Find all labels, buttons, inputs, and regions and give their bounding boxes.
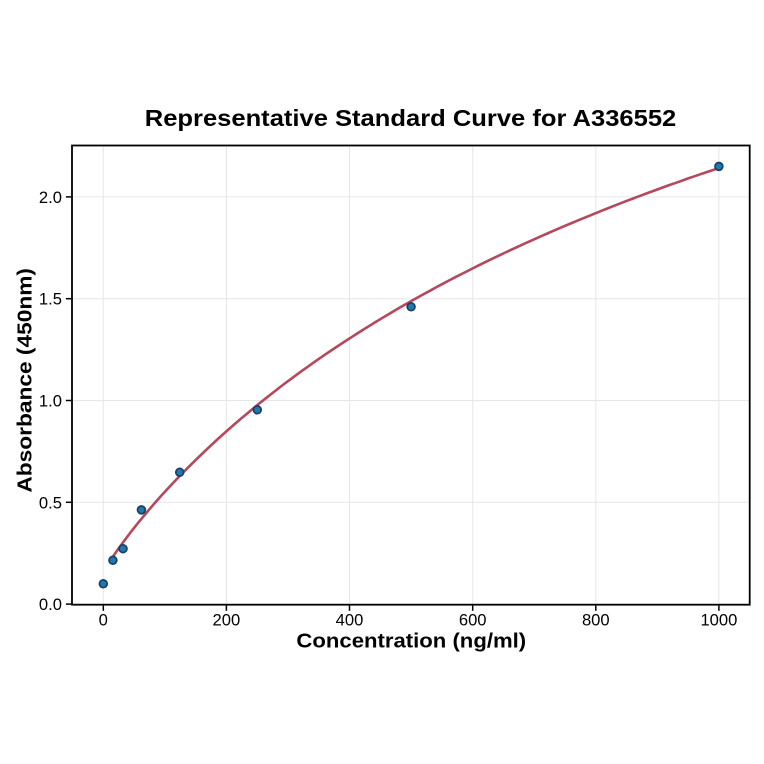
svg-text:1.0: 1.0 (39, 392, 62, 411)
svg-text:800: 800 (582, 610, 610, 629)
svg-text:0.5: 0.5 (39, 493, 62, 512)
svg-text:Representative Standard Curve: Representative Standard Curve for A33655… (145, 105, 677, 131)
svg-text:0.0: 0.0 (39, 595, 62, 614)
svg-text:2.0: 2.0 (39, 188, 62, 207)
svg-text:0: 0 (99, 610, 108, 629)
svg-text:Absorbance (450nm): Absorbance (450nm) (14, 268, 36, 493)
svg-text:600: 600 (459, 610, 487, 629)
svg-text:1.5: 1.5 (39, 290, 62, 309)
svg-text:Concentration (ng/ml): Concentration (ng/ml) (296, 631, 526, 653)
svg-text:200: 200 (213, 610, 241, 629)
svg-text:1000: 1000 (700, 610, 737, 629)
svg-text:400: 400 (336, 610, 364, 629)
